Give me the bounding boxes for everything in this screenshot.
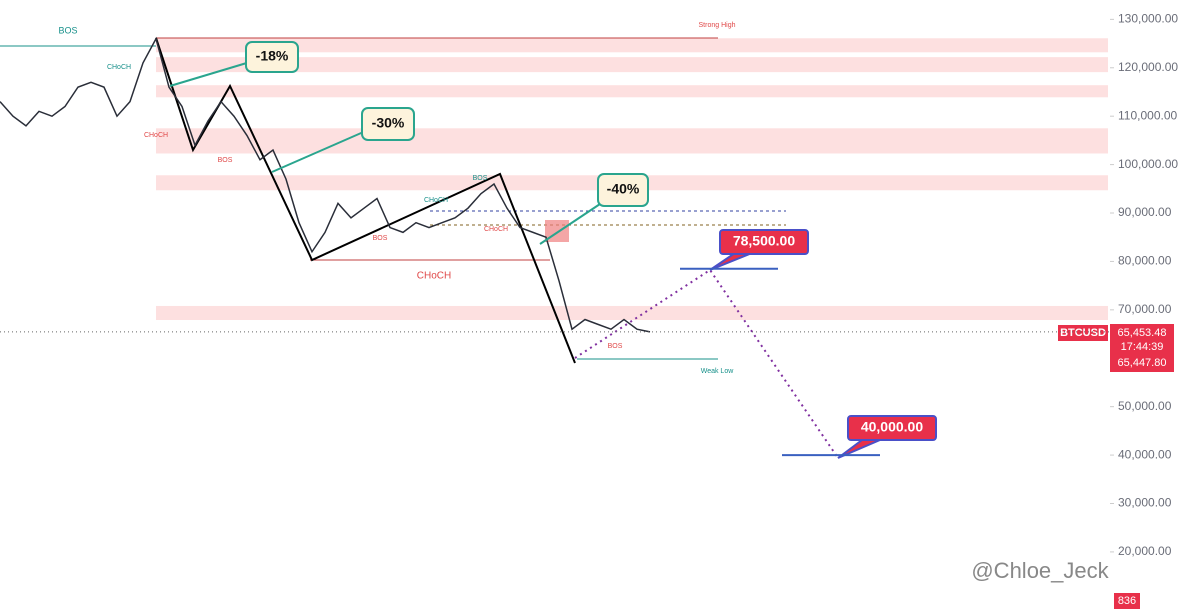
zone [156,85,1108,98]
label: CHoCH [484,226,508,233]
label: Strong High [699,22,736,29]
zone [156,57,1108,73]
label: BOS [373,235,388,242]
zone [156,128,1108,154]
watermark: @Chloe_Jeck [971,558,1109,583]
symbol-badge [1058,325,1108,341]
y-tick-label: 40,000.00 [1118,447,1172,461]
target-label: 40,000.00 [861,419,923,435]
y-tick-label: 50,000.00 [1118,399,1172,413]
zigzag [155,37,576,364]
label: CHoCH [107,64,131,71]
y-tick-label: 30,000.00 [1118,496,1172,510]
last-price: 65,453.48 [1118,327,1167,339]
label: Weak Low [701,368,734,375]
y-tick-label: 20,000.00 [1118,544,1172,558]
zone [156,38,1108,53]
countdown: 17:44:39 [1121,341,1164,353]
symbol: BTCUSD [1060,327,1106,339]
label: CHoCH [417,271,451,282]
price-line [0,36,651,333]
target-boxes [709,229,937,459]
callout-text: -40% [607,181,640,197]
zone [156,305,1108,321]
label: BOS [473,175,488,182]
label: BOS [608,343,623,350]
y-tick-label: 110,000.00 [1118,108,1177,122]
y-tick-label: 100,000.00 [1118,157,1178,171]
label: BOS [58,25,77,35]
projection [574,268,839,459]
y-tick-label: 90,000.00 [1118,205,1172,219]
callout-text: -18% [256,48,289,64]
y-tick-label: 80,000.00 [1118,254,1172,268]
label: CHoCH [144,132,168,139]
price-badge [1110,324,1174,372]
y-tick-label: 70,000.00 [1118,302,1172,316]
zones [156,38,1108,321]
target-label: 78,500.00 [733,233,795,249]
y-tick-label: 130,000.00 [1118,12,1178,26]
volume-badge [1114,593,1140,609]
callout-text: -30% [372,115,405,131]
bid-price: 65,447.80 [1118,357,1167,369]
plot [0,36,651,333]
label: BOS [218,157,233,164]
label: CHoCH [424,197,448,204]
callouts [169,41,649,245]
volume: 836 [1118,595,1136,607]
y-tick-label: 120,000.00 [1118,60,1178,74]
